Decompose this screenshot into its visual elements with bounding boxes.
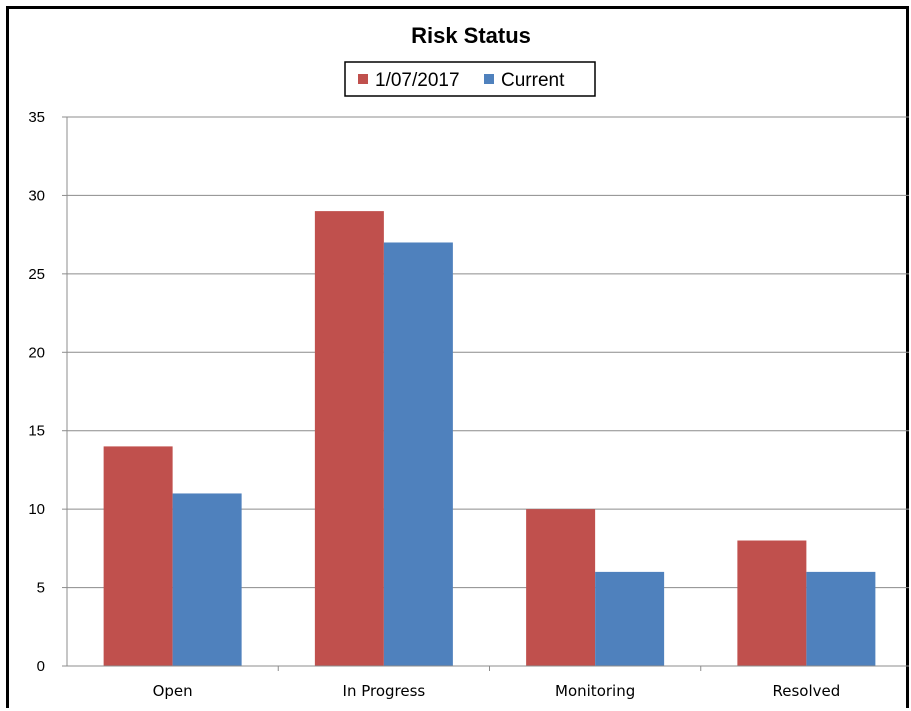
legend-box [344,61,596,97]
y-tick-label: 5 [37,580,45,597]
bar-series-2 [806,571,876,666]
bars [103,211,876,666]
x-tick-label: In Progress [343,682,426,700]
axes: 0 5 10 15 20 25 30 35 Open In Progress Monitoring R… [28,109,909,700]
y-tick-label: 15 [28,423,45,440]
risk-status-chart: Risk Status 1/07/2017 Current 0 5 10 15 20 25 3… [28,23,909,700]
bar-series-1 [314,211,384,666]
legend-label-1: 1/07/2017 [375,70,460,91]
x-tick-label: Open [153,682,193,700]
bar-series-2 [383,242,453,666]
y-tick-label: 10 [28,501,45,518]
bar-series-2 [595,571,665,666]
chart-area[interactable]: Risk Status 1/07/2017 Current 0 5 10 15 20 25 3… [6,6,909,708]
bar-series-2 [172,493,242,666]
legend[interactable]: 1/07/2017 Current [344,61,596,97]
chart-title: Risk Status [411,23,531,48]
legend-swatch-1 [358,74,368,84]
x-tick-label: Resolved [772,682,840,700]
bar-series-1 [526,509,596,666]
bar-series-1 [737,540,807,666]
y-tick-label: 30 [28,187,45,204]
y-tick-label: 20 [28,344,45,361]
y-tick-label: 25 [28,266,45,283]
y-tick-label: 35 [28,109,45,126]
legend-swatch-2 [484,74,494,84]
legend-label-2: Current [501,70,565,91]
bar-series-1 [103,446,173,666]
y-tick-label: 0 [37,658,45,675]
x-tick-label: Monitoring [555,682,635,700]
